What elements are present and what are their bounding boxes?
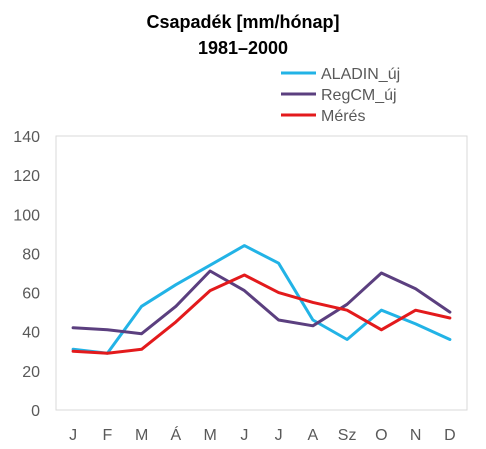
y-tick-label-5: 100: [13, 207, 40, 224]
y-tick-label-1: 20: [22, 364, 40, 381]
chart-subtitle: 1981–2000: [197, 38, 289, 58]
series-line-1: [71, 269, 452, 336]
x-tick-label-1: F: [102, 427, 112, 444]
y-tick-label-6: 120: [13, 168, 40, 185]
x-tick-label-6: J: [275, 427, 283, 444]
x-tick-label-4: M: [203, 427, 216, 444]
chart-title: Csapadék [mm/hónap]: [146, 12, 340, 32]
series-line-2: [71, 273, 452, 355]
series-line-0: [71, 244, 452, 355]
x-tick-label-11: D: [444, 427, 456, 444]
x-tick-label-9: O: [375, 427, 387, 444]
x-tick-label-3: Á: [171, 425, 182, 444]
x-tick-label-5: J: [240, 427, 248, 444]
y-tick-label-4: 80: [22, 246, 40, 263]
y-tick-label-7: 140: [13, 129, 40, 146]
y-tick-label-3: 60: [22, 286, 40, 303]
x-tick-label-0: J: [69, 427, 77, 444]
x-tick-label-8: Sz: [338, 427, 357, 444]
x-tick-label-10: N: [410, 427, 422, 444]
plot-area-frame: [55, 135, 468, 411]
legend-label-0: ALADIN_új: [321, 66, 400, 83]
legend-label-2: Mérés: [321, 108, 365, 125]
y-tick-label-2: 40: [22, 325, 40, 342]
x-tick-label-2: M: [135, 427, 148, 444]
x-tick-label-7: A: [308, 427, 319, 444]
legend-label-1: RegCM_új: [321, 87, 397, 104]
y-tick-label-0: 0: [31, 403, 40, 420]
